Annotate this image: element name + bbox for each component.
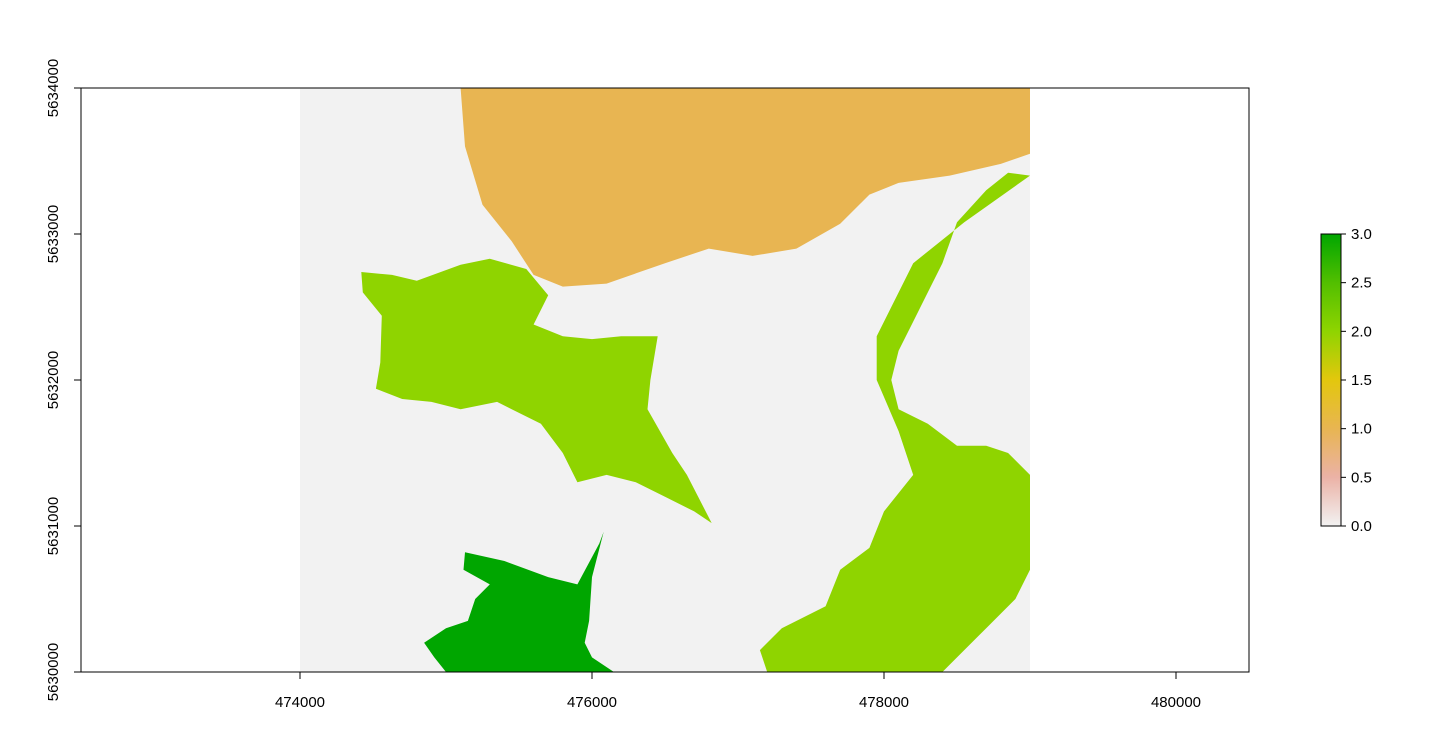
raster-region-west [361, 258, 712, 524]
y-tick-label: 5630000 [45, 643, 62, 701]
y-tick-label: 5632000 [45, 351, 62, 409]
raster-region-south [424, 531, 614, 672]
raster-region-north [460, 88, 1031, 287]
raster-region-east [759, 172, 1030, 672]
x-tick-label: 478000 [859, 694, 909, 711]
x-axis: 474000 476000 478000 480000 [275, 672, 1201, 711]
x-tick-label: 474000 [275, 694, 325, 711]
legend-tick-label: 1.0 [1351, 421, 1372, 438]
y-axis: 5630000 5631000 5632000 5633000 5634000 [45, 59, 81, 701]
legend-ticks: 0.0 0.5 1.0 1.5 2.0 2.5 3.0 [1341, 226, 1372, 535]
legend-tick-label: 3.0 [1351, 226, 1372, 243]
legend-tick-label: 0.0 [1351, 518, 1372, 535]
y-tick-label: 5631000 [45, 497, 62, 555]
x-tick-label: 480000 [1151, 694, 1201, 711]
x-tick-label: 476000 [567, 694, 617, 711]
raster-layer [300, 88, 1031, 672]
color-legend: 0.0 0.5 1.0 1.5 2.0 2.5 3.0 [1320, 226, 1372, 535]
legend-tick-label: 0.5 [1351, 469, 1372, 486]
y-tick-label: 5634000 [45, 59, 62, 117]
y-tick-label: 5633000 [45, 205, 62, 263]
legend-tick-label: 1.5 [1351, 372, 1372, 389]
legend-tick-label: 2.5 [1351, 275, 1372, 292]
legend-color-bar [1320, 233, 1342, 527]
legend-tick-label: 2.0 [1351, 323, 1372, 340]
